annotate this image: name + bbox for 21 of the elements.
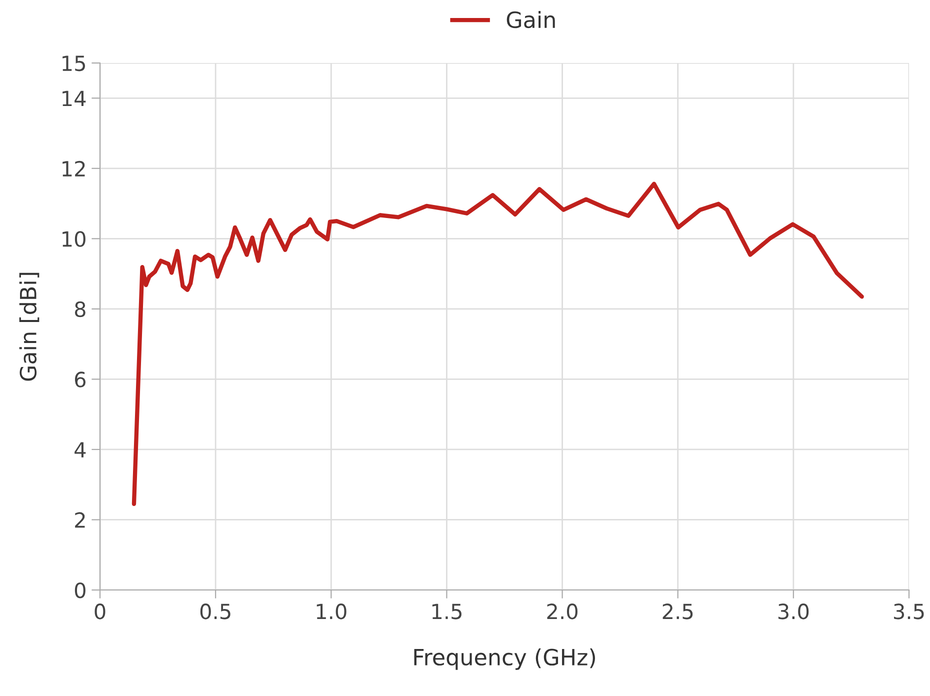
x-axis-title: Frequency (GHz) — [414, 648, 595, 670]
legend-label: Gain — [506, 10, 555, 28]
y-tick-label: 8 — [74, 301, 86, 318]
y-tick-label: 6 — [75, 372, 86, 388]
y-tick-label: 14 — [62, 90, 86, 106]
x-tick-label: 1.5 — [432, 604, 462, 620]
y-tick-label: 2 — [75, 512, 85, 528]
x-tick-label: 3.0 — [778, 604, 809, 620]
x-tick-label: 0.5 — [200, 604, 230, 620]
y-tick-label: 15 — [62, 56, 85, 72]
x-tick-label: 0 — [94, 604, 106, 620]
y-axis-title: Gain [dBi] — [19, 272, 40, 381]
y-tick-label: 12 — [62, 160, 85, 176]
x-tick-label: 2.0 — [547, 604, 578, 620]
x-tick-label: 3.5 — [894, 604, 924, 620]
y-tick-label: 4 — [74, 442, 86, 458]
y-tick-label: 0 — [74, 582, 86, 598]
x-tick-label: 2.5 — [662, 604, 693, 620]
x-tick-label: 1.0 — [316, 604, 346, 620]
line-series — [132, 182, 864, 506]
y-tick-label: 10 — [62, 231, 86, 247]
